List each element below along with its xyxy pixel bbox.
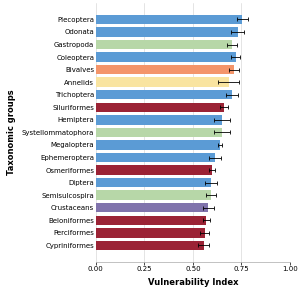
Bar xyxy=(96,128,222,137)
Bar xyxy=(96,52,236,62)
Bar xyxy=(96,103,224,112)
Bar xyxy=(96,65,234,74)
Bar xyxy=(96,216,206,225)
Bar xyxy=(96,15,242,24)
Bar xyxy=(96,203,208,212)
Bar xyxy=(96,115,222,125)
Bar xyxy=(96,228,205,237)
Bar xyxy=(96,178,211,187)
X-axis label: Vulnerability Index: Vulnerability Index xyxy=(148,278,238,287)
Bar xyxy=(96,153,215,162)
Bar xyxy=(96,90,232,100)
Bar xyxy=(96,27,237,37)
Bar xyxy=(96,140,220,150)
Bar xyxy=(96,40,232,49)
Bar xyxy=(96,165,212,175)
Bar xyxy=(96,77,229,87)
Y-axis label: Taxonomic groups: Taxonomic groups xyxy=(7,90,16,175)
Bar xyxy=(96,191,211,200)
Bar xyxy=(96,241,204,250)
